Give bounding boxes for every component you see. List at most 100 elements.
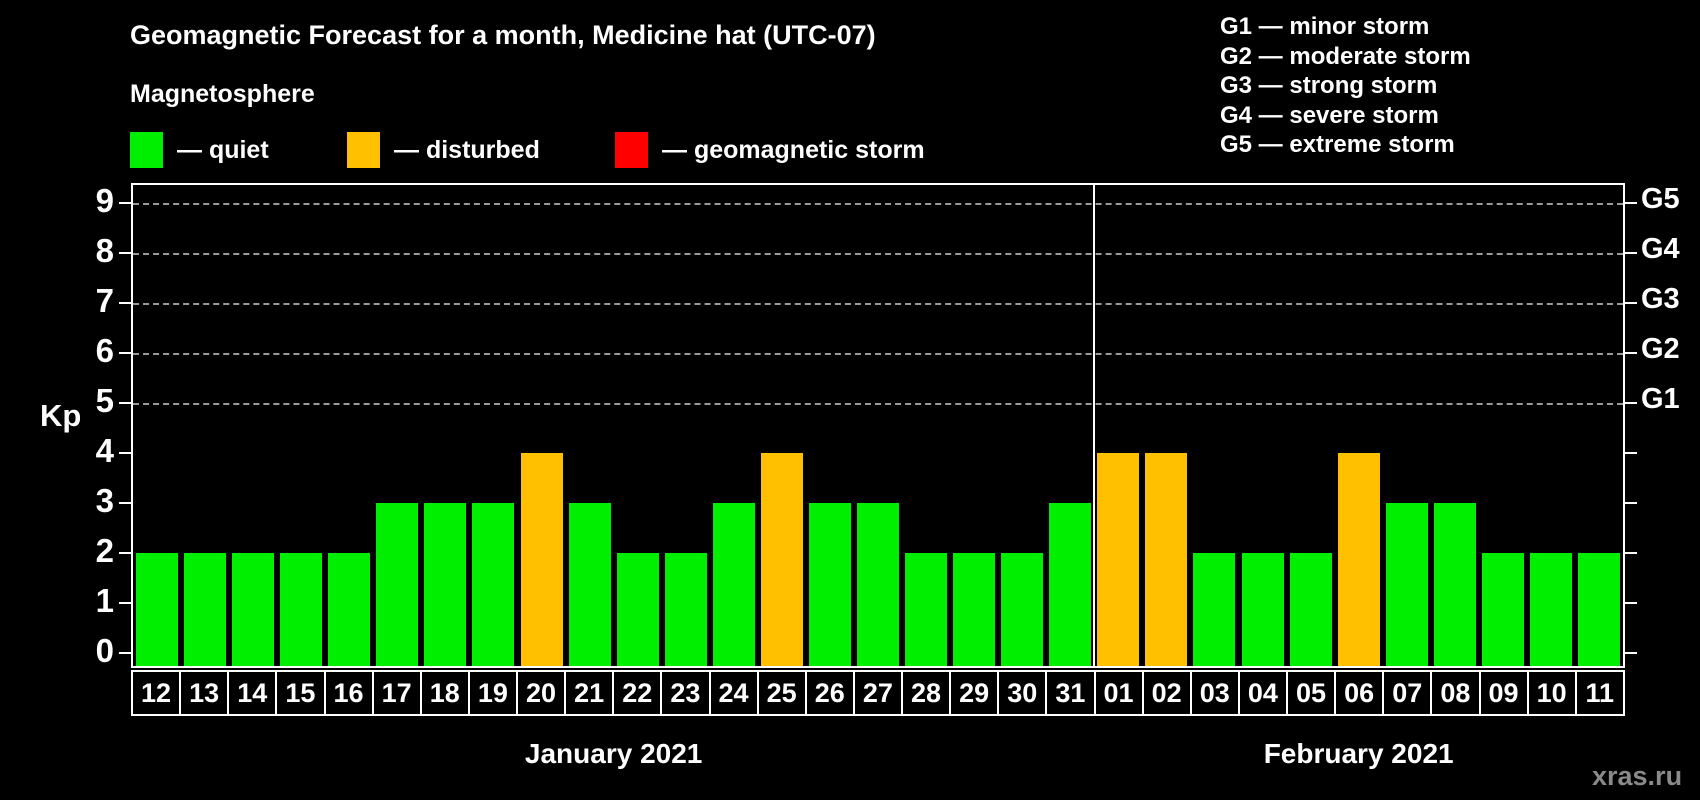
bar-day-27-kp-3 <box>857 503 899 666</box>
y-axis-label-4: 4 <box>95 432 114 469</box>
bar-day-02-kp-4 <box>1145 453 1188 666</box>
watermark: xras.ru <box>1592 761 1683 791</box>
bar-day-08-kp-3 <box>1433 503 1476 666</box>
storm-scale-line-g5: G5 — extreme storm <box>1220 131 1455 158</box>
right-axis-label-g1: G1 <box>1641 383 1680 415</box>
bar-day-19-kp-3 <box>472 503 515 666</box>
bar-day-26-kp-3 <box>808 503 851 666</box>
y-axis-label-2: 2 <box>95 532 114 569</box>
right-tick-kp-9 <box>1625 202 1637 204</box>
storm-scale-line-g3: G3 — strong storm <box>1220 72 1438 99</box>
day-label-21: 21 <box>564 672 612 714</box>
bar-day-23-kp-2 <box>664 553 707 666</box>
right-tick-kp-4 <box>1625 452 1637 454</box>
left-tick-kp-3 <box>119 502 131 504</box>
bar-day-14-kp-2 <box>232 553 275 666</box>
plot-area <box>131 183 1625 668</box>
day-label-25: 25 <box>756 672 805 714</box>
bar-day-15-kp-2 <box>280 553 323 666</box>
right-tick-kp-6 <box>1625 352 1637 354</box>
left-tick-kp-4 <box>119 452 131 454</box>
bar-day-25-kp-4 <box>760 453 803 666</box>
day-label-24: 24 <box>708 672 757 714</box>
gridline-kp-5 <box>133 403 1623 405</box>
bar-day-06-kp-4 <box>1337 453 1380 666</box>
day-label-16: 16 <box>323 672 372 714</box>
y-axis-label-9: 9 <box>95 182 114 219</box>
bar-day-05-kp-2 <box>1289 553 1332 666</box>
bar-day-30-kp-2 <box>1001 553 1044 666</box>
bar-day-17-kp-3 <box>376 503 419 666</box>
day-label-10: 10 <box>1526 672 1575 714</box>
left-tick-kp-6 <box>119 352 131 354</box>
left-tick-kp-9 <box>119 202 131 204</box>
day-label-12: 12 <box>141 677 172 708</box>
left-tick-kp-0 <box>119 652 131 654</box>
day-label-13: 13 <box>179 672 227 714</box>
bar-day-20-kp-4 <box>520 453 563 666</box>
right-axis-label-g2: G2 <box>1641 333 1680 365</box>
bar-day-28-kp-2 <box>905 553 948 666</box>
day-label-27: 27 <box>852 672 901 714</box>
storm-scale-line-g4: G4 — severe storm <box>1220 101 1439 129</box>
gridline-kp-7 <box>133 303 1623 305</box>
left-tick-kp-1 <box>119 602 131 604</box>
y-axis-label-5: 5 <box>95 382 114 419</box>
y-axis-label-0: 0 <box>95 632 114 669</box>
right-axis-label-g5: G5 <box>1641 183 1680 215</box>
bar-day-09-kp-2 <box>1481 553 1524 666</box>
y-axis-label-3: 3 <box>95 482 114 519</box>
legend-swatch-storm <box>615 132 648 168</box>
left-tick-kp-7 <box>119 302 131 304</box>
day-label-07: 07 <box>1382 672 1430 714</box>
day-label-19: 19 <box>467 672 516 714</box>
right-tick-kp-7 <box>1625 302 1637 304</box>
right-tick-kp-2 <box>1625 552 1637 554</box>
bar-day-22-kp-2 <box>616 553 659 666</box>
legend-label-quiet: — quiet <box>177 135 269 164</box>
gridline-kp-6 <box>133 353 1623 355</box>
bar-day-24-kp-3 <box>712 503 755 666</box>
y-axis-label-7: 7 <box>95 282 114 319</box>
day-label-01: 01 <box>1093 672 1142 714</box>
day-label-11: 11 <box>1574 672 1623 714</box>
storm-scale-line-g2: G2 — moderate storm <box>1220 42 1471 70</box>
left-tick-kp-5 <box>119 402 131 404</box>
x-axis-day-labels: 12 13 14 15 16 17 18 19 20 21 22 23 24 25 26 27 28 29 30 31… <box>131 670 1625 716</box>
bar-day-12-kp-2 <box>136 553 179 666</box>
left-tick-kp-2 <box>119 552 131 554</box>
day-label-17: 17 <box>371 672 420 714</box>
right-tick-kp-8 <box>1625 252 1637 254</box>
legend-item-storm: — geomagnetic storm <box>615 132 925 168</box>
y-axis-label-1: 1 <box>95 582 114 619</box>
day-label-28: 28 <box>901 672 949 714</box>
right-tick-kp-5 <box>1625 402 1637 404</box>
bar-day-13-kp-2 <box>184 553 227 666</box>
day-label-15: 15 <box>275 672 323 714</box>
y-axis-label-8: 8 <box>95 232 114 269</box>
bar-day-29-kp-2 <box>953 553 996 666</box>
day-label-18: 18 <box>419 672 468 714</box>
gridline-kp-9 <box>133 203 1623 205</box>
right-tick-kp-3 <box>1625 502 1637 504</box>
day-label-30: 30 <box>997 672 1045 714</box>
storm-scale-line-g1: G1 — minor storm <box>1220 13 1430 40</box>
day-label-26: 26 <box>804 672 853 714</box>
legend-swatch-disturbed <box>347 132 380 168</box>
bar-day-07-kp-3 <box>1385 503 1428 666</box>
month-separator-line <box>1093 185 1096 666</box>
legend-item-disturbed: — disturbed <box>347 132 540 168</box>
gridline-kp-8 <box>133 253 1623 255</box>
bar-day-31-kp-3 <box>1049 503 1092 666</box>
bar-day-03-kp-2 <box>1193 553 1236 666</box>
bar-day-11-kp-2 <box>1577 553 1620 666</box>
bar-day-16-kp-2 <box>328 553 371 666</box>
storm-scale-legend: G1 — minor storm G2 — moderate storm G3 — … <box>1220 12 1471 160</box>
bar-day-18-kp-3 <box>424 503 467 666</box>
day-label-05: 05 <box>1286 672 1334 714</box>
bar-day-04-kp-2 <box>1241 553 1284 666</box>
month-label-january: January 2021 <box>524 738 703 769</box>
day-label-09: 09 <box>1478 672 1527 714</box>
y-axis-title: Kp <box>40 398 82 433</box>
